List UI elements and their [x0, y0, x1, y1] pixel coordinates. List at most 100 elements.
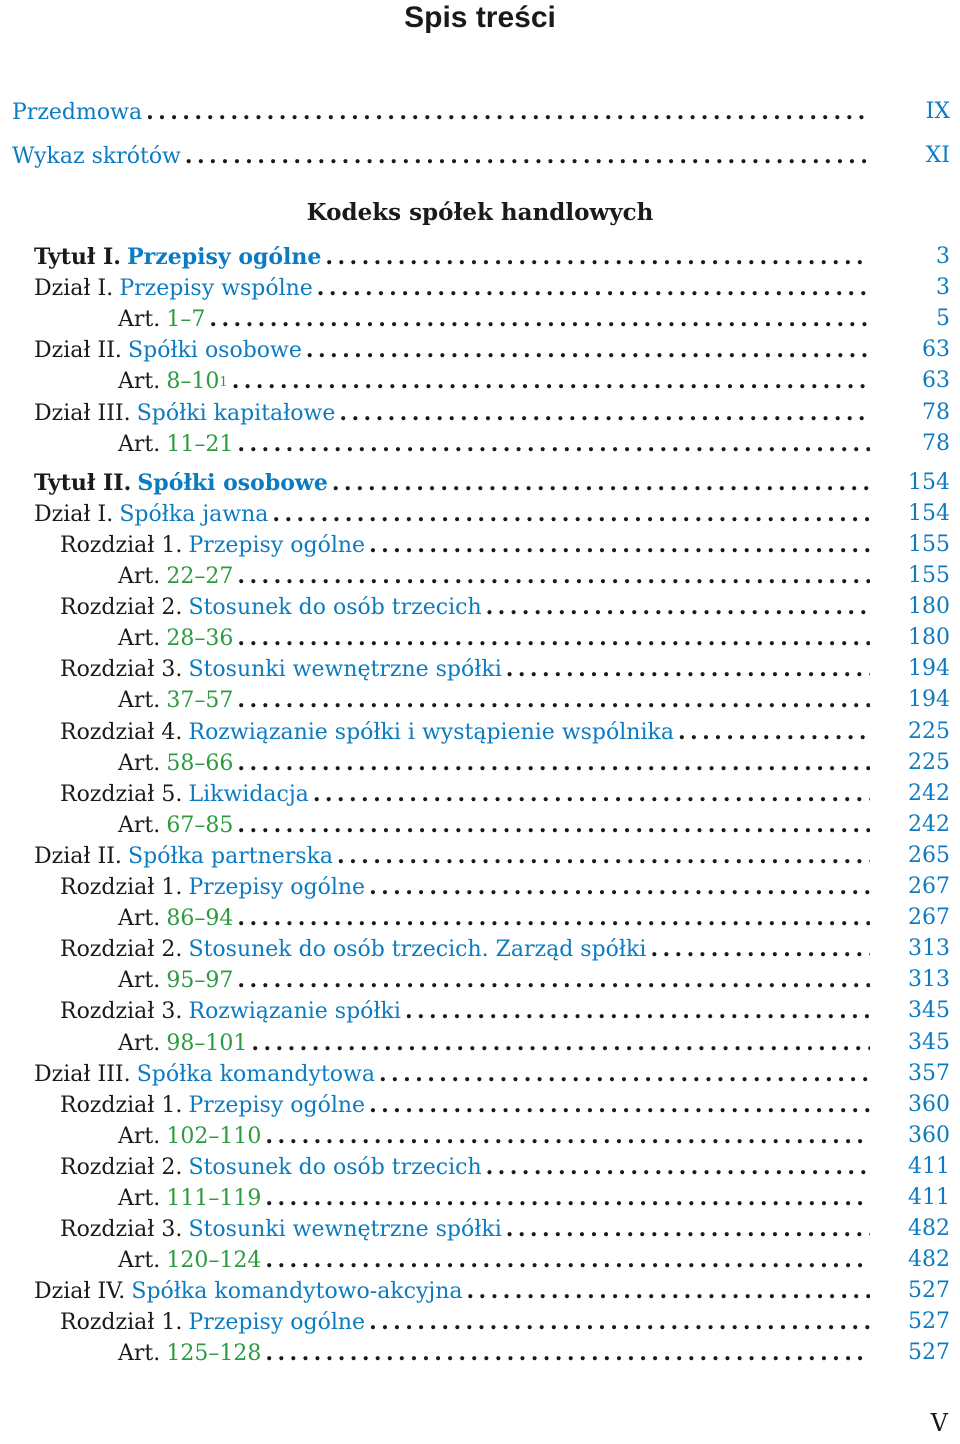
- article-range-link[interactable]: 37–57: [166, 688, 234, 713]
- page-number-link[interactable]: 345: [908, 1030, 950, 1055]
- page-number-link[interactable]: 313: [908, 967, 950, 992]
- page-number-link[interactable]: 63: [922, 337, 950, 362]
- page-number-link[interactable]: 267: [908, 874, 950, 899]
- page-number-link[interactable]: 527: [908, 1309, 950, 1334]
- toc-entry-label[interactable]: Spółki osobowe: [137, 470, 328, 496]
- article-range-link[interactable]: 58–66: [166, 751, 234, 776]
- page-number-link[interactable]: 242: [908, 812, 950, 837]
- page-number-link[interactable]: 527: [908, 1340, 950, 1365]
- toc-entry-label[interactable]: Spółka komandytowa: [136, 1062, 375, 1087]
- toc-entry[interactable]: Rozdział 4. Rozwiązanie spółki i wystąpie…: [0, 717, 960, 747]
- page-number-link[interactable]: 265: [908, 843, 950, 868]
- toc-entry-label[interactable]: Rozwiązanie spółki: [188, 999, 401, 1024]
- article-range-link[interactable]: 11–21: [166, 432, 234, 457]
- page-number-link[interactable]: 194: [908, 656, 950, 681]
- page-number-link[interactable]: 194: [908, 687, 950, 712]
- article-range-link[interactable]: 125–128: [166, 1341, 262, 1366]
- page-number-link[interactable]: 242: [908, 781, 950, 806]
- page-number-link[interactable]: 180: [908, 625, 950, 650]
- toc-entry-label[interactable]: Rozwiązanie spółki i wystąpienie wspólni…: [188, 720, 674, 745]
- toc-entry-label[interactable]: Przepisy ogólne: [127, 244, 322, 270]
- toc-entry[interactable]: Rozdział 1. Przepisy ogólne..............…: [0, 1090, 960, 1120]
- toc-entry-label[interactable]: Spółka partnerska: [128, 844, 334, 869]
- page-number-link[interactable]: 154: [908, 501, 950, 526]
- toc-entry-label[interactable]: Likwidacja: [188, 782, 309, 807]
- page-number-link[interactable]: 345: [908, 998, 950, 1023]
- page-number-link[interactable]: IX: [925, 99, 950, 124]
- toc-article-entry[interactable]: Art. 102–110.............................…: [0, 1121, 960, 1151]
- toc-article-entry[interactable]: Art. 67–85...............................…: [0, 810, 960, 840]
- toc-entry-label[interactable]: Stosunki wewnętrzne spółki: [188, 1217, 502, 1242]
- article-range-link[interactable]: 1–7: [166, 307, 206, 332]
- toc-entry[interactable]: Dział I. Spółka jawna....................…: [0, 499, 960, 529]
- toc-entry-label[interactable]: Stosunek do osób trzecich. Zarząd spółki: [188, 937, 647, 962]
- page-number-link[interactable]: 180: [908, 594, 950, 619]
- toc-entry[interactable]: Rozdział 3. Stosunki wewnętrzne spółki...…: [0, 1214, 960, 1244]
- page-number-link[interactable]: 482: [908, 1216, 950, 1241]
- page-number-link[interactable]: 267: [908, 905, 950, 930]
- toc-entry[interactable]: Rozdział 2. Stosunek do osób trzecich....…: [0, 1152, 960, 1182]
- toc-entry[interactable]: Rozdział 3. Rozwiązanie spółki...........…: [0, 996, 960, 1026]
- toc-article-entry[interactable]: Art. 125–128.............................…: [0, 1338, 960, 1368]
- article-range-link[interactable]: 102–110: [166, 1124, 262, 1149]
- toc-entry[interactable]: Rozdział 3. Stosunki wewnętrzne spółki...…: [0, 654, 960, 684]
- article-range-link[interactable]: 86–94: [166, 906, 234, 931]
- page-number-link[interactable]: 63: [922, 368, 950, 393]
- page-number-link[interactable]: 411: [908, 1185, 950, 1210]
- toc-entry-label[interactable]: Przedmowa: [12, 100, 143, 125]
- toc-entry[interactable]: Dział III. Spółka komandytowa............…: [0, 1059, 960, 1089]
- toc-entry[interactable]: Rozdział 1. Przepisy ogólne..............…: [0, 530, 960, 560]
- toc-entry-label[interactable]: Spółka jawna: [119, 502, 269, 527]
- toc-front-entry[interactable]: Przedmowa...............................…: [0, 97, 960, 127]
- toc-title-entry[interactable]: Tytuł II. Spółki osobowe.................…: [0, 468, 960, 498]
- toc-article-entry[interactable]: Art. 22–27...............................…: [0, 561, 960, 591]
- toc-entry-label[interactable]: Spółki kapitałowe: [136, 401, 336, 426]
- toc-entry-label[interactable]: Spółka komandytowo-akcyjna: [131, 1279, 463, 1304]
- page-number-link[interactable]: 225: [908, 719, 950, 744]
- article-range-link[interactable]: 120–124: [166, 1248, 262, 1273]
- page-number-link[interactable]: 357: [908, 1061, 950, 1086]
- toc-entry[interactable]: Dział II. Spółka partnerska..............…: [0, 841, 960, 871]
- toc-entry[interactable]: Dział II. Spółki osobowe.................…: [0, 335, 960, 365]
- toc-entry[interactable]: Dział I. Przepisy wspólne................…: [0, 273, 960, 303]
- toc-article-entry[interactable]: Art. 111–119.............................…: [0, 1183, 960, 1213]
- article-range-link[interactable]: 95–97: [166, 968, 234, 993]
- toc-article-entry[interactable]: Art. 95–97...............................…: [0, 965, 960, 995]
- toc-entry-label[interactable]: Stosunki wewnętrzne spółki: [188, 657, 502, 682]
- toc-article-entry[interactable]: Art. 8–10 1...............................…: [0, 366, 960, 396]
- toc-entry[interactable]: Rozdział 2. Stosunek do osób trzecich. Za…: [0, 934, 960, 964]
- toc-article-entry[interactable]: Art. 11–21...............................…: [0, 429, 960, 459]
- article-range-link[interactable]: 67–85: [166, 813, 234, 838]
- page-number-link[interactable]: 3: [936, 275, 950, 300]
- toc-article-entry[interactable]: Art. 98–101..............................…: [0, 1028, 960, 1058]
- toc-entry-label[interactable]: Przepisy ogólne: [188, 533, 366, 558]
- page-number-link[interactable]: 155: [908, 563, 950, 588]
- article-range-link[interactable]: 111–119: [166, 1186, 262, 1211]
- toc-article-entry[interactable]: Art. 120–124.............................…: [0, 1245, 960, 1275]
- toc-title-entry[interactable]: Tytuł I. Przepisy ogólne.................…: [0, 242, 960, 272]
- article-range-link[interactable]: 22–27: [166, 564, 234, 589]
- toc-entry-label[interactable]: Stosunek do osób trzecich: [188, 595, 482, 620]
- toc-entry[interactable]: Dział IV. Spółka komandytowo-akcyjna.....…: [0, 1276, 960, 1306]
- toc-entry-label[interactable]: Przepisy wspólne: [119, 276, 313, 301]
- toc-entry[interactable]: Rozdział 2. Stosunek do osób trzecich....…: [0, 592, 960, 622]
- page-number-link[interactable]: 527: [908, 1278, 950, 1303]
- page-number-link[interactable]: 3: [936, 244, 950, 269]
- toc-article-entry[interactable]: Art. 58–66...............................…: [0, 748, 960, 778]
- page-number-link[interactable]: 482: [908, 1247, 950, 1272]
- toc-entry-label[interactable]: Wykaz skrótów: [12, 144, 181, 169]
- page-number-link[interactable]: 313: [908, 936, 950, 961]
- page-number-link[interactable]: 360: [908, 1123, 950, 1148]
- toc-entry-label[interactable]: Stosunek do osób trzecich: [188, 1155, 482, 1180]
- toc-entry-label[interactable]: Przepisy ogólne: [188, 875, 366, 900]
- toc-article-entry[interactable]: Art. 37–57...............................…: [0, 685, 960, 715]
- page-number-link[interactable]: XI: [925, 143, 950, 168]
- toc-article-entry[interactable]: Art. 28–36...............................…: [0, 623, 960, 653]
- page-number-link[interactable]: 78: [922, 431, 950, 456]
- toc-entry-label[interactable]: Spółki osobowe: [128, 338, 302, 363]
- page-number-link[interactable]: 155: [908, 532, 950, 557]
- article-range-link[interactable]: 8–10: [166, 369, 220, 394]
- page-number-link[interactable]: 5: [936, 306, 950, 331]
- page-number-link[interactable]: 78: [922, 400, 950, 425]
- page-number-link[interactable]: 154: [908, 470, 950, 495]
